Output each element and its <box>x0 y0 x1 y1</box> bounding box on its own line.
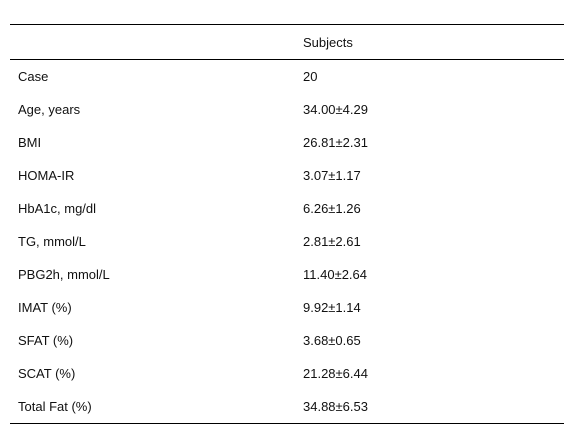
table-row: BMI 26.81±2.31 <box>10 126 564 159</box>
table-row: Case 20 <box>10 60 564 94</box>
row-value: 34.00±4.29 <box>303 102 368 117</box>
row-label: SCAT (%) <box>18 366 76 381</box>
header-label-cell <box>10 25 295 60</box>
row-value: 3.07±1.17 <box>303 168 361 183</box>
row-label: HOMA-IR <box>18 168 75 183</box>
row-label: Total Fat (%) <box>18 399 92 414</box>
table-row: SCAT (%) 21.28±6.44 <box>10 357 564 390</box>
table-row: IMAT (%) 9.92±1.14 <box>10 291 564 324</box>
table-row: TG, mmol/L 2.81±2.61 <box>10 225 564 258</box>
row-value: 11.40±2.64 <box>303 267 368 282</box>
table-row: Total Fat (%) 34.88±6.53 <box>10 390 564 424</box>
row-label: BMI <box>18 135 42 150</box>
row-value: 34.88±6.53 <box>303 399 368 414</box>
table-row: HOMA-IR 3.07±1.17 <box>10 159 564 192</box>
row-value: 6.26±1.26 <box>303 201 361 216</box>
row-label: IMAT (%) <box>18 300 72 315</box>
table-row: Age, years 34.00±4.29 <box>10 93 564 126</box>
table-row: HbA1c, mg/dl 6.26±1.26 <box>10 192 564 225</box>
row-label: TG, mmol/L <box>18 234 86 249</box>
data-table-container: Subjects Case 20 Age, years 34.00±4.29 B… <box>10 24 564 424</box>
row-label: Case <box>18 69 49 84</box>
row-label: SFAT (%) <box>18 333 74 348</box>
table-header-row: Subjects <box>10 24 564 60</box>
table-row: PBG2h, mmol/L 11.40±2.64 <box>10 258 564 291</box>
row-value: 26.81±2.31 <box>303 135 368 150</box>
row-value: 9.92±1.14 <box>303 300 361 315</box>
table-row: SFAT (%) 3.68±0.65 <box>10 324 564 357</box>
row-label: HbA1c, mg/dl <box>18 201 97 216</box>
row-value: 2.81±2.61 <box>303 234 361 249</box>
row-value: 20 <box>303 69 318 84</box>
subjects-table: Subjects Case 20 Age, years 34.00±4.29 B… <box>10 24 564 424</box>
header-subjects-cell: Subjects <box>303 34 353 50</box>
row-label: Age, years <box>18 102 81 117</box>
row-value: 21.28±6.44 <box>303 366 368 381</box>
row-value: 3.68±0.65 <box>303 333 361 348</box>
row-label: PBG2h, mmol/L <box>18 267 110 282</box>
